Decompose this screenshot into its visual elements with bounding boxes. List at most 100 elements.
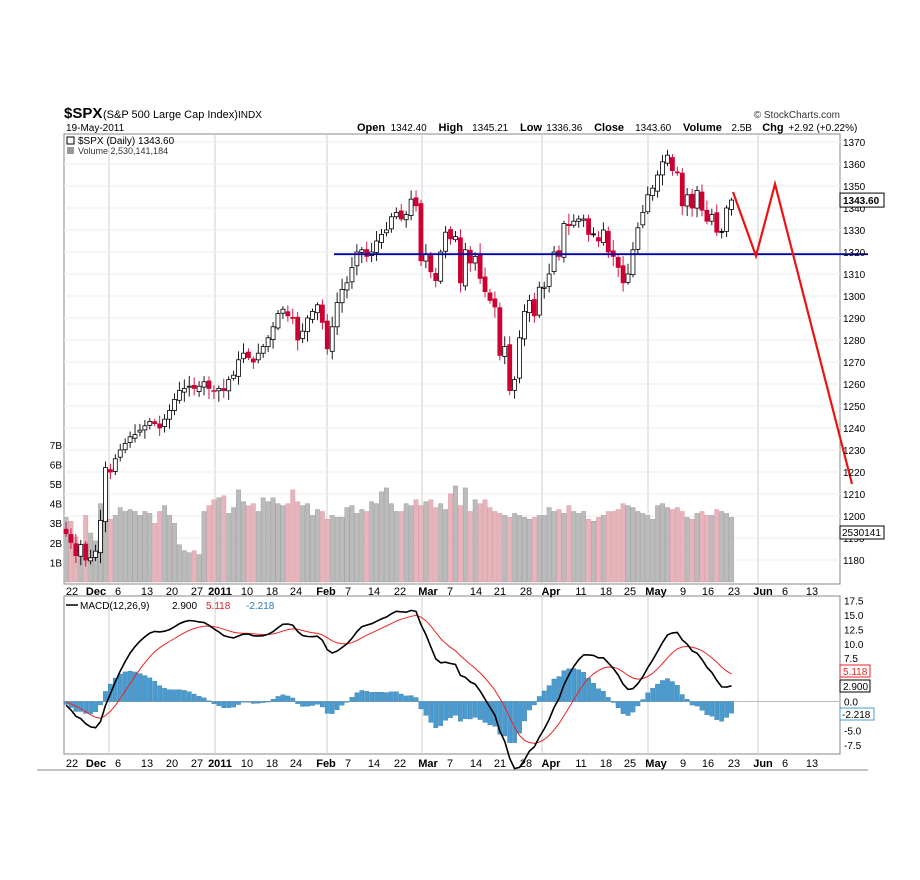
candle-body-115 <box>630 249 636 276</box>
volume-bar-133 <box>719 511 725 583</box>
ohlc-summary: Open 1342.40 High 1345.21 Low 1336.36 Close 134… <box>357 122 857 134</box>
date-tick-label-0-1: Dec <box>86 586 106 598</box>
macd-hist-bar-42 <box>270 699 276 702</box>
date-tick-label-1-9: 24 <box>290 758 302 770</box>
macd-hist-bar-21 <box>167 689 172 702</box>
candle-body-60 <box>359 249 365 253</box>
grid-lines <box>64 134 840 754</box>
candle-body-32 <box>221 388 227 391</box>
macd-hist-bar-38 <box>250 701 256 704</box>
volume-bar-6 <box>93 540 98 583</box>
candle-body-16 <box>142 425 148 431</box>
date-tick-label-1-19: Apr <box>542 758 562 770</box>
volume-bar-16 <box>142 511 148 583</box>
volume-bar-119 <box>650 519 656 583</box>
date-tick-label-1-11: 7 <box>345 758 351 770</box>
candle-body-129 <box>699 191 705 211</box>
macd-hist-bar-17 <box>147 677 153 702</box>
macd-hist-bar-60 <box>359 690 365 702</box>
macd-tick-label-3: 0.0 <box>844 698 858 709</box>
price-tick-label-4: 1220 <box>843 468 866 479</box>
date-tick-label-0-9: 24 <box>290 586 302 598</box>
volume-bar-92 <box>517 515 522 583</box>
macd-hist-bar-14 <box>132 671 138 702</box>
macd-hist-bar-75 <box>433 701 439 728</box>
date-tick-label-0-29: 13 <box>806 586 818 598</box>
candle-body-119 <box>650 187 656 197</box>
candle-body-128 <box>694 189 700 209</box>
candle-body-48 <box>300 330 306 339</box>
candle-body-21 <box>167 409 172 420</box>
macd-hist-bar-61 <box>364 691 370 702</box>
hist-legend-value: -2.218 <box>246 601 275 612</box>
macd-hist-bar-12 <box>122 671 128 702</box>
macd-hist-bar-99 <box>551 678 557 702</box>
macd-hist-bar-55 <box>334 701 340 710</box>
macd-hist-bar-92 <box>517 701 522 734</box>
date-tick-label-1-16: 14 <box>470 758 482 770</box>
macd-hist-bar-15 <box>137 673 143 702</box>
volume-bar-88 <box>497 513 503 583</box>
macd-hist-bar-127 <box>689 701 695 706</box>
candle-body-25 <box>186 385 192 388</box>
volume-bar-24 <box>181 550 187 583</box>
macd-hist-bar-93 <box>522 701 527 722</box>
macd-hist-bar-85 <box>482 701 488 723</box>
macd-hist-bar-77 <box>443 701 448 721</box>
date-tick-label-0-12: 14 <box>368 586 380 598</box>
macd-hist-bar-24 <box>181 690 187 702</box>
candle-body-42 <box>270 326 276 340</box>
candle-body-93 <box>522 310 527 340</box>
volume-bar-107 <box>591 521 596 583</box>
volume-bar-90 <box>507 517 513 583</box>
candle-body-112 <box>615 257 621 268</box>
date-tick-label-0-19: Apr <box>542 586 562 598</box>
date-tick-label-0-14: Mar <box>418 586 438 598</box>
volume-bar-77 <box>443 509 449 583</box>
macd-hist-bar-27 <box>196 696 202 702</box>
candle-body-49 <box>305 317 310 333</box>
volume-bar-68 <box>398 511 404 583</box>
candle-body-107 <box>591 233 596 236</box>
date-tick-label-0-15: 7 <box>447 586 453 598</box>
macd-hist-bar-41 <box>265 701 271 703</box>
volume-bar-26 <box>191 550 197 583</box>
macd-hist-bar-107 <box>591 683 596 702</box>
candle-body-103 <box>571 220 577 226</box>
macd-hist-bar-20 <box>162 688 167 702</box>
macd-hist-bar-123 <box>670 681 675 702</box>
date-tick-label-1-1: Dec <box>86 758 106 770</box>
volume-bar-32 <box>221 495 227 583</box>
macd-hist-bar-98 <box>546 685 552 702</box>
volume-bar-108 <box>596 517 601 583</box>
volume-bar-56 <box>339 517 345 583</box>
volume-bar-120 <box>655 505 661 583</box>
candle-body-3 <box>78 544 84 557</box>
candle-body-109 <box>600 229 606 244</box>
macd-hist-bar-82 <box>467 701 473 720</box>
volume-bar-60 <box>359 509 365 583</box>
date-tick-label-1-7: 10 <box>241 758 253 770</box>
candle-body-113 <box>620 265 626 284</box>
macd-hist-bar-50 <box>310 701 315 706</box>
volume-bar-28 <box>201 511 207 583</box>
macd-hist-bar-59 <box>354 692 360 702</box>
volume-bar-34 <box>231 507 237 583</box>
price-panel-frame <box>63 133 841 585</box>
candle-body-35 <box>236 359 241 377</box>
date-tick-label-1-13: 22 <box>394 758 406 770</box>
candle-body-10 <box>112 458 118 472</box>
price-candles <box>63 149 734 567</box>
price-tick-label-7: 1250 <box>843 402 866 413</box>
macd-hist-bar-68 <box>398 693 404 702</box>
candle-body-40 <box>260 346 266 354</box>
hist-value-box <box>839 707 875 721</box>
candle-body-45 <box>285 311 291 317</box>
macd-hist-bar-70 <box>408 695 414 702</box>
date-tick-label-0-5: 27 <box>191 586 203 598</box>
volume-bar-105 <box>581 511 587 583</box>
date-tick-label-1-14: Mar <box>418 758 438 770</box>
candle-body-19 <box>157 423 163 429</box>
candle-body-130 <box>704 209 710 222</box>
macd-hist-bar-112 <box>615 701 621 708</box>
